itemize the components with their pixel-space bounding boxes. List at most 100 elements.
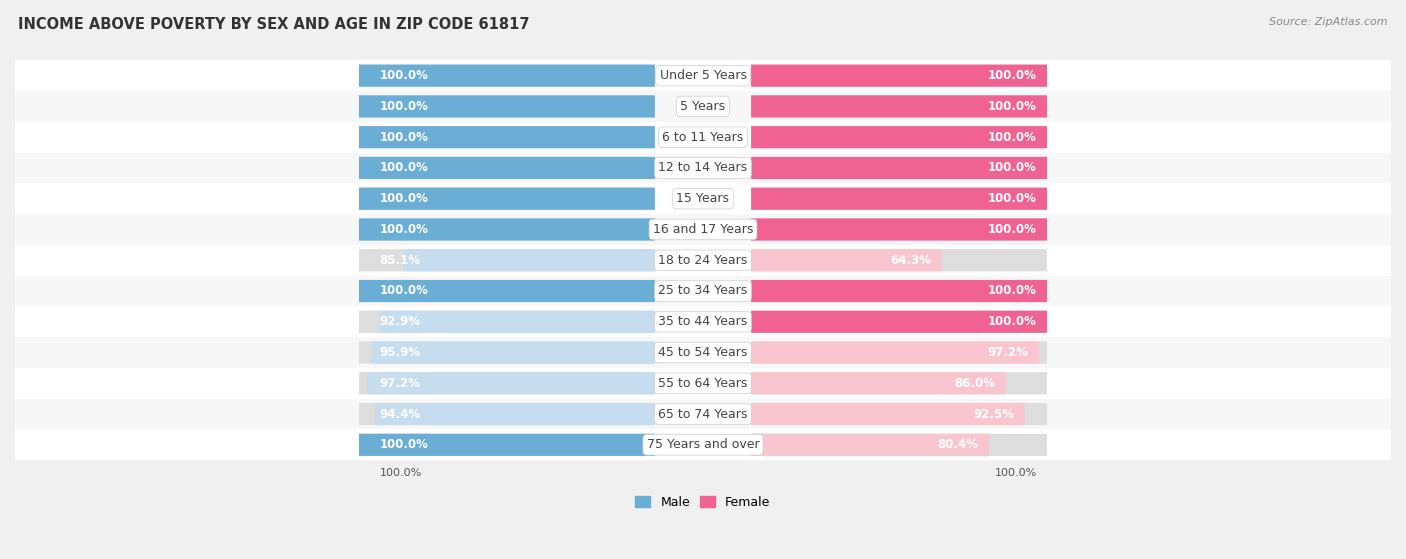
FancyBboxPatch shape	[359, 280, 655, 302]
Text: 100.0%: 100.0%	[988, 69, 1036, 82]
FancyBboxPatch shape	[15, 214, 1391, 245]
Text: 64.3%: 64.3%	[890, 254, 931, 267]
FancyBboxPatch shape	[359, 249, 655, 271]
FancyBboxPatch shape	[751, 311, 1047, 333]
Text: Source: ZipAtlas.com: Source: ZipAtlas.com	[1270, 17, 1388, 27]
FancyBboxPatch shape	[359, 403, 655, 425]
Text: 100.0%: 100.0%	[380, 223, 429, 236]
Legend: Male, Female: Male, Female	[630, 491, 776, 514]
Text: 16 and 17 Years: 16 and 17 Years	[652, 223, 754, 236]
FancyBboxPatch shape	[359, 96, 655, 117]
FancyBboxPatch shape	[380, 311, 655, 333]
Text: 18 to 24 Years: 18 to 24 Years	[658, 254, 748, 267]
FancyBboxPatch shape	[359, 188, 655, 210]
FancyBboxPatch shape	[751, 434, 988, 456]
FancyBboxPatch shape	[751, 311, 1047, 333]
FancyBboxPatch shape	[751, 96, 1047, 117]
Text: 25 to 34 Years: 25 to 34 Years	[658, 285, 748, 297]
Text: 100.0%: 100.0%	[988, 100, 1036, 113]
FancyBboxPatch shape	[751, 372, 1005, 394]
FancyBboxPatch shape	[359, 157, 655, 179]
Text: 100.0%: 100.0%	[380, 69, 429, 82]
FancyBboxPatch shape	[751, 403, 1047, 425]
Text: 85.1%: 85.1%	[380, 254, 420, 267]
FancyBboxPatch shape	[751, 280, 1047, 302]
FancyBboxPatch shape	[751, 65, 1047, 87]
Text: INCOME ABOVE POVERTY BY SEX AND AGE IN ZIP CODE 61817: INCOME ABOVE POVERTY BY SEX AND AGE IN Z…	[18, 17, 530, 32]
FancyBboxPatch shape	[15, 183, 1391, 214]
FancyBboxPatch shape	[359, 372, 655, 394]
Text: 100.0%: 100.0%	[988, 285, 1036, 297]
FancyBboxPatch shape	[15, 337, 1391, 368]
Text: 86.0%: 86.0%	[955, 377, 995, 390]
Text: 92.9%: 92.9%	[380, 315, 420, 328]
FancyBboxPatch shape	[359, 219, 655, 240]
FancyBboxPatch shape	[751, 157, 1047, 179]
FancyBboxPatch shape	[751, 342, 1039, 363]
FancyBboxPatch shape	[15, 153, 1391, 183]
FancyBboxPatch shape	[359, 126, 655, 148]
Text: 100.0%: 100.0%	[988, 192, 1036, 205]
FancyBboxPatch shape	[359, 65, 655, 87]
Text: 80.4%: 80.4%	[938, 438, 979, 451]
FancyBboxPatch shape	[751, 219, 1047, 240]
FancyBboxPatch shape	[359, 342, 655, 363]
Text: 15 Years: 15 Years	[676, 192, 730, 205]
FancyBboxPatch shape	[359, 280, 655, 302]
FancyBboxPatch shape	[371, 342, 655, 363]
Text: 12 to 14 Years: 12 to 14 Years	[658, 162, 748, 174]
Text: 55 to 64 Years: 55 to 64 Years	[658, 377, 748, 390]
FancyBboxPatch shape	[751, 403, 1025, 425]
FancyBboxPatch shape	[359, 157, 655, 179]
Text: 45 to 54 Years: 45 to 54 Years	[658, 346, 748, 359]
FancyBboxPatch shape	[751, 249, 1047, 271]
FancyBboxPatch shape	[751, 434, 1047, 456]
Text: 65 to 74 Years: 65 to 74 Years	[658, 408, 748, 420]
FancyBboxPatch shape	[15, 91, 1391, 122]
Text: 100.0%: 100.0%	[988, 162, 1036, 174]
Text: 100.0%: 100.0%	[380, 192, 429, 205]
FancyBboxPatch shape	[751, 188, 1047, 210]
FancyBboxPatch shape	[359, 126, 655, 148]
FancyBboxPatch shape	[15, 429, 1391, 460]
FancyBboxPatch shape	[751, 249, 942, 271]
FancyBboxPatch shape	[751, 188, 1047, 210]
Text: 6 to 11 Years: 6 to 11 Years	[662, 131, 744, 144]
Text: 5 Years: 5 Years	[681, 100, 725, 113]
Text: 75 Years and over: 75 Years and over	[647, 438, 759, 451]
FancyBboxPatch shape	[359, 434, 655, 456]
Text: Under 5 Years: Under 5 Years	[659, 69, 747, 82]
FancyBboxPatch shape	[15, 306, 1391, 337]
FancyBboxPatch shape	[751, 126, 1047, 148]
FancyBboxPatch shape	[751, 126, 1047, 148]
FancyBboxPatch shape	[751, 96, 1047, 117]
Text: 100.0%: 100.0%	[988, 315, 1036, 328]
FancyBboxPatch shape	[404, 249, 655, 271]
FancyBboxPatch shape	[15, 60, 1391, 91]
Text: 100.0%: 100.0%	[380, 285, 429, 297]
FancyBboxPatch shape	[15, 368, 1391, 399]
Text: 100.0%: 100.0%	[380, 438, 429, 451]
FancyBboxPatch shape	[15, 399, 1391, 429]
Text: 100.0%: 100.0%	[380, 131, 429, 144]
Text: 100.0%: 100.0%	[994, 468, 1036, 478]
Text: 100.0%: 100.0%	[988, 223, 1036, 236]
Text: 100.0%: 100.0%	[380, 468, 422, 478]
Text: 35 to 44 Years: 35 to 44 Years	[658, 315, 748, 328]
FancyBboxPatch shape	[751, 372, 1047, 394]
FancyBboxPatch shape	[15, 276, 1391, 306]
FancyBboxPatch shape	[359, 219, 655, 240]
Text: 92.5%: 92.5%	[973, 408, 1015, 420]
Text: 95.9%: 95.9%	[380, 346, 420, 359]
Text: 97.2%: 97.2%	[380, 377, 420, 390]
FancyBboxPatch shape	[751, 342, 1047, 363]
FancyBboxPatch shape	[359, 65, 655, 87]
FancyBboxPatch shape	[359, 96, 655, 117]
FancyBboxPatch shape	[15, 122, 1391, 153]
FancyBboxPatch shape	[359, 434, 655, 456]
Text: 100.0%: 100.0%	[988, 131, 1036, 144]
FancyBboxPatch shape	[751, 219, 1047, 240]
FancyBboxPatch shape	[359, 311, 655, 333]
FancyBboxPatch shape	[751, 280, 1047, 302]
FancyBboxPatch shape	[359, 188, 655, 210]
